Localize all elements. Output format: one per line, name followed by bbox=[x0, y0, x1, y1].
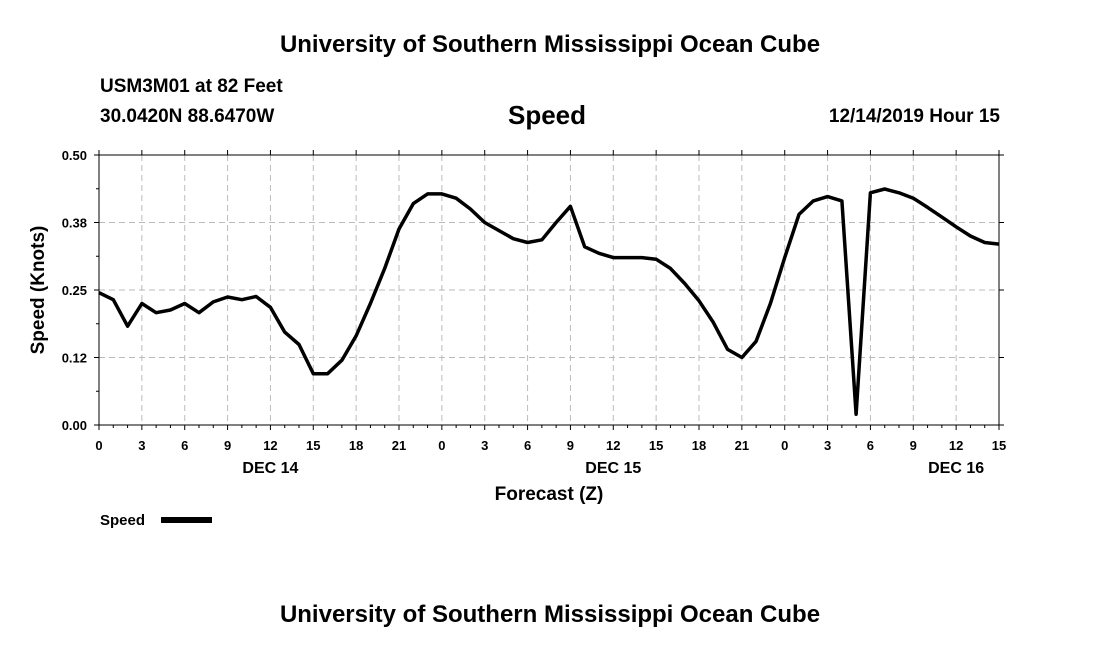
x-tick-label: 15 bbox=[649, 438, 663, 453]
x-axis-label: Forecast (Z) bbox=[495, 484, 604, 505]
date-label: DEC 16 bbox=[928, 460, 984, 477]
datetime-label: 12/14/2019 Hour 15 bbox=[828, 106, 1000, 127]
x-tick-label: 0 bbox=[95, 438, 102, 453]
x-tick-label: 6 bbox=[181, 438, 188, 453]
x-tick-label: 9 bbox=[567, 438, 574, 453]
y-axis-label: Speed (Knots) bbox=[28, 226, 49, 355]
y-tick-label: 0.00 bbox=[62, 418, 87, 433]
x-tick-label: 6 bbox=[867, 438, 874, 453]
x-tick-label: 12 bbox=[606, 438, 620, 453]
date-label: DEC 15 bbox=[585, 460, 641, 477]
x-tick-label: 21 bbox=[392, 438, 406, 453]
x-tick-label: 9 bbox=[224, 438, 231, 453]
x-tick-label: 18 bbox=[692, 438, 706, 453]
y-tick-label: 0.25 bbox=[62, 283, 87, 298]
y-tick-label: 0.38 bbox=[62, 216, 87, 231]
chart-title: Speed bbox=[508, 100, 587, 130]
footer-title: University of Southern Mississippi Ocean… bbox=[279, 601, 821, 628]
x-tick-label: 12 bbox=[949, 438, 963, 453]
x-tick-label: 12 bbox=[263, 438, 277, 453]
y-tick-label: 0.12 bbox=[62, 351, 87, 366]
series-line-speed bbox=[98, 187, 1000, 416]
x-tick-label: 3 bbox=[824, 438, 831, 453]
x-tick-label: 18 bbox=[349, 438, 363, 453]
y-tick-label: 0.50 bbox=[62, 148, 87, 163]
x-tick-label: 3 bbox=[138, 438, 145, 453]
x-tick-label: 6 bbox=[524, 438, 531, 453]
x-tick-label: 15 bbox=[306, 438, 320, 453]
x-tick-label: 9 bbox=[910, 438, 917, 453]
station-label: USM3M01 at 82 Feet bbox=[100, 76, 283, 97]
x-tick-label: 0 bbox=[438, 438, 445, 453]
x-tick-label: 21 bbox=[735, 438, 749, 453]
x-tick-label: 3 bbox=[481, 438, 488, 453]
x-tick-label: 0 bbox=[781, 438, 788, 453]
x-tick-label: 15 bbox=[992, 438, 1006, 453]
legend-label: Speed bbox=[100, 512, 145, 529]
page-title: University of Southern Mississippi Ocean… bbox=[279, 31, 821, 58]
coordinates-label: 30.0420N 88.6470W bbox=[100, 106, 275, 127]
date-label: DEC 14 bbox=[242, 460, 298, 477]
